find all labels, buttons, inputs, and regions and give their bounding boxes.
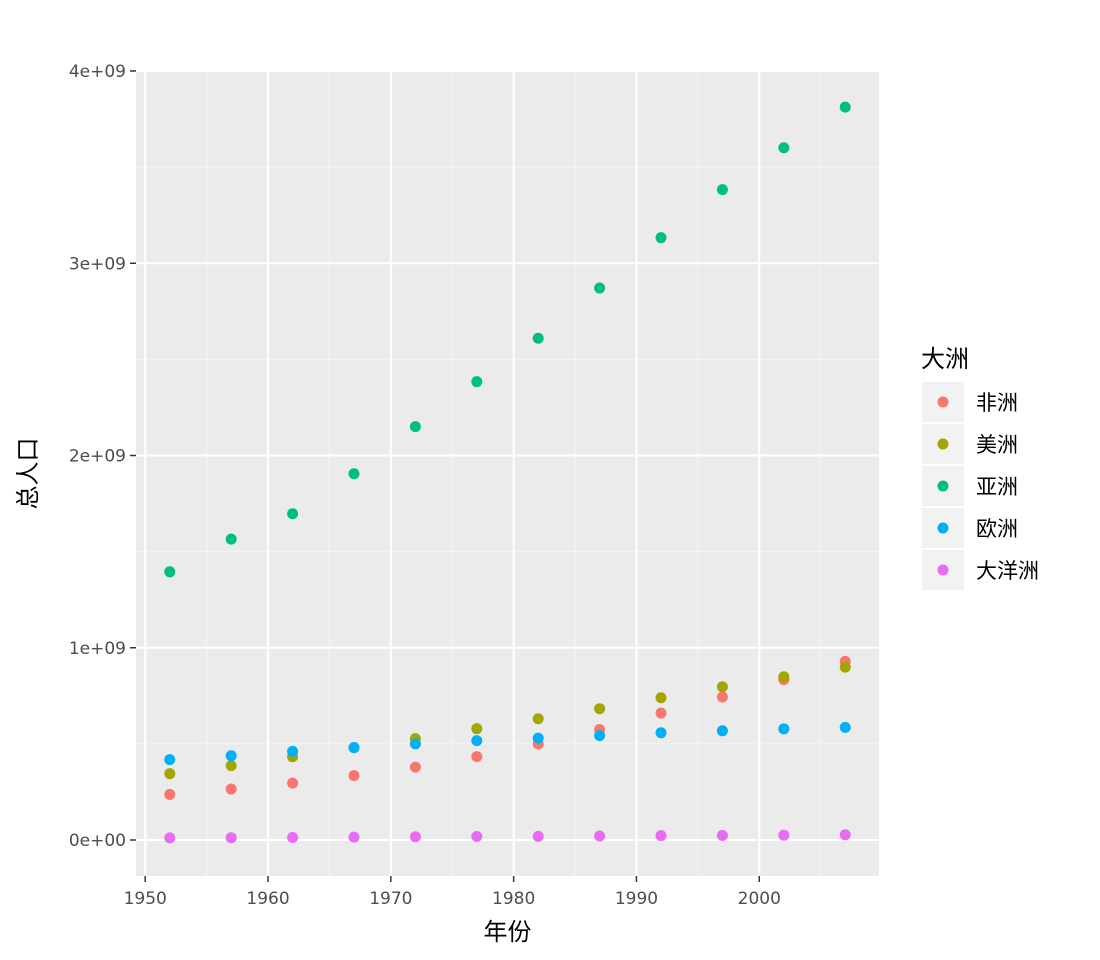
- data-point: [409, 761, 421, 773]
- series-亚洲: [164, 101, 851, 578]
- series-大洋洲: [164, 829, 851, 844]
- data-point: [164, 788, 176, 800]
- data-point: [348, 831, 360, 843]
- data-point: [655, 692, 667, 704]
- y-axis-title: 总人口: [14, 438, 42, 510]
- legend-item: 亚洲: [922, 466, 1018, 506]
- data-point: [471, 751, 483, 763]
- data-point: [471, 376, 483, 388]
- legend-label: 大洋洲: [976, 559, 1039, 583]
- axes: 1950 1960 1970 1980 1990 2000 0e+00 1e+09 2e+09 3…: [69, 62, 781, 909]
- data-point: [532, 713, 544, 725]
- data-point: [225, 750, 237, 762]
- data-point: [655, 727, 667, 739]
- data-point: [716, 681, 728, 693]
- y-tick-label: 3e+09: [69, 254, 126, 274]
- data-point: [287, 508, 299, 520]
- data-point: [716, 691, 728, 703]
- x-tick-label: 1960: [246, 889, 289, 909]
- data-point: [532, 732, 544, 744]
- data-point: [348, 770, 360, 782]
- grid-lines: [136, 70, 879, 876]
- data-points: [164, 101, 851, 844]
- data-point: [716, 725, 728, 737]
- data-point: [655, 232, 667, 244]
- y-tick-label: 2e+09: [69, 447, 126, 467]
- plot-panel: [136, 71, 879, 876]
- data-point: [778, 723, 790, 735]
- legend-item: 非洲: [922, 382, 1018, 422]
- data-point: [839, 101, 851, 113]
- data-point: [839, 829, 851, 841]
- data-point: [225, 533, 237, 545]
- data-point: [348, 742, 360, 754]
- data-point: [348, 468, 360, 480]
- data-point: [532, 830, 544, 842]
- legend-label: 欧洲: [976, 517, 1018, 541]
- data-point: [164, 832, 176, 844]
- legend-item: 大洋洲: [922, 550, 1039, 590]
- data-point: [778, 829, 790, 841]
- x-tick-label: 1980: [492, 889, 535, 909]
- x-tick-label: 1970: [369, 889, 412, 909]
- data-point: [225, 760, 237, 772]
- y-tick-label: 4e+09: [69, 62, 126, 82]
- data-point: [655, 707, 667, 719]
- data-point: [716, 184, 728, 196]
- data-point: [164, 566, 176, 578]
- data-point: [409, 738, 421, 750]
- x-tick-label: 1990: [615, 889, 658, 909]
- data-point: [778, 671, 790, 683]
- data-point: [716, 829, 728, 841]
- data-point: [164, 768, 176, 780]
- data-point: [287, 832, 299, 844]
- legend-label: 非洲: [976, 391, 1018, 415]
- data-point: [839, 721, 851, 733]
- data-point: [225, 832, 237, 844]
- x-tick-label: 2000: [738, 889, 781, 909]
- legend-marker: [937, 522, 949, 534]
- legend-marker: [937, 396, 949, 408]
- legend-item: 美洲: [922, 424, 1018, 464]
- data-point: [471, 723, 483, 735]
- data-point: [778, 142, 790, 154]
- x-axis-title: 年份: [484, 918, 532, 946]
- data-point: [287, 777, 299, 789]
- data-point: [164, 754, 176, 766]
- legend-marker: [937, 438, 949, 450]
- data-point: [225, 783, 237, 795]
- data-point: [409, 421, 421, 433]
- y-tick-label: 0e+00: [69, 831, 126, 851]
- legend-marker: [937, 564, 949, 576]
- legend-marker: [937, 480, 949, 492]
- x-tick-label: 1950: [124, 889, 167, 909]
- data-point: [594, 703, 606, 715]
- data-point: [594, 282, 606, 294]
- data-point: [287, 745, 299, 757]
- legend-label: 美洲: [976, 433, 1018, 457]
- legend-item: 欧洲: [922, 508, 1018, 548]
- legend-label: 亚洲: [976, 475, 1018, 499]
- data-point: [471, 831, 483, 843]
- series-欧洲: [164, 721, 851, 766]
- data-point: [532, 332, 544, 344]
- data-point: [409, 831, 421, 843]
- legend-title: 大洲: [921, 345, 969, 373]
- data-point: [594, 830, 606, 842]
- y-tick-label: 1e+09: [69, 639, 126, 659]
- data-point: [655, 830, 667, 842]
- data-point: [471, 735, 483, 747]
- data-point: [594, 730, 606, 742]
- data-point: [839, 661, 851, 673]
